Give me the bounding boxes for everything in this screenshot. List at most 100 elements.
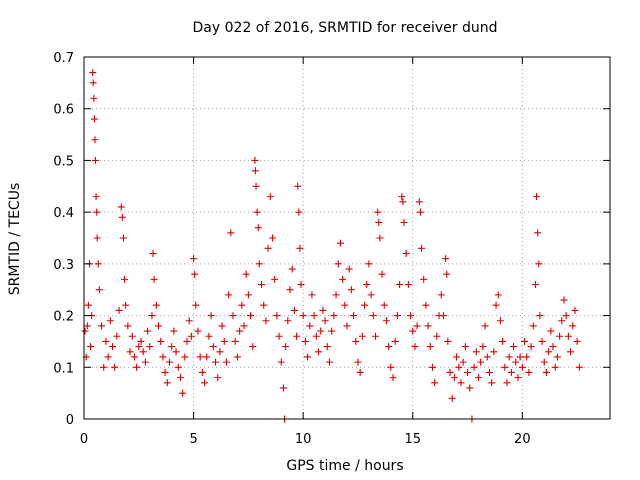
data-point [477, 358, 485, 366]
data-point [203, 353, 211, 361]
x-tick-label: 15 [404, 432, 421, 447]
data-point [464, 368, 472, 376]
data-point [361, 301, 369, 309]
data-point [512, 358, 520, 366]
data-point [416, 208, 424, 216]
data-point [470, 363, 478, 371]
data-point [310, 312, 318, 320]
data-point [229, 312, 237, 320]
data-point [531, 281, 539, 289]
data-point [83, 322, 91, 330]
data-point [345, 265, 353, 273]
data-point [231, 337, 239, 345]
data-point [165, 358, 173, 366]
data-point [385, 343, 393, 351]
data-point [255, 260, 263, 268]
data-point [409, 327, 417, 335]
data-point [352, 337, 360, 345]
chart-title: Day 022 of 2016, SRMTID for receiver dun… [193, 20, 498, 36]
data-point [523, 353, 531, 361]
data-point [104, 353, 112, 361]
grid-lines [84, 57, 610, 419]
data-point [317, 327, 325, 335]
x-tick-label: 10 [295, 432, 312, 447]
data-point [312, 332, 320, 340]
data-point [382, 317, 390, 325]
data-point [242, 270, 250, 278]
data-point [108, 343, 116, 351]
data-point [415, 198, 423, 206]
data-point [538, 337, 546, 345]
data-point [380, 301, 388, 309]
data-point [222, 358, 230, 366]
data-point [249, 343, 257, 351]
data-point [253, 208, 261, 216]
data-point [354, 358, 362, 366]
data-point [492, 301, 500, 309]
data-point [358, 332, 366, 340]
data-point [124, 322, 132, 330]
data-point [339, 275, 347, 283]
data-point [488, 379, 496, 387]
data-point [485, 368, 493, 376]
data-point [227, 229, 235, 237]
data-point [525, 368, 533, 376]
data-point [183, 337, 191, 345]
data-point [556, 332, 564, 340]
data-point [146, 343, 154, 351]
data-point [350, 312, 358, 320]
data-point [81, 327, 89, 335]
data-point [365, 260, 373, 268]
data-points [81, 69, 583, 423]
data-point [336, 239, 344, 247]
data-point [455, 363, 463, 371]
data-point [369, 312, 377, 320]
data-point [137, 337, 145, 345]
data-point [168, 343, 176, 351]
data-point [514, 374, 522, 382]
data-point [252, 182, 260, 190]
data-point [275, 332, 283, 340]
x-tick-label: 5 [189, 432, 197, 447]
data-point [323, 343, 331, 351]
data-point [301, 337, 309, 345]
data-point [106, 317, 114, 325]
data-point [413, 322, 421, 330]
data-point [400, 218, 408, 226]
data-point [149, 250, 157, 258]
data-point [575, 363, 583, 371]
data-point [94, 260, 102, 268]
data-point [117, 203, 125, 211]
data-point [194, 327, 202, 335]
data-point [330, 312, 338, 320]
data-point [150, 275, 158, 283]
plot-frame [83, 56, 611, 420]
data-point [91, 136, 99, 144]
data-point [196, 353, 204, 361]
data-point [374, 208, 382, 216]
data-point [389, 374, 397, 382]
data-point [233, 353, 241, 361]
data-point [84, 301, 92, 309]
data-point [192, 301, 200, 309]
data-point [569, 322, 577, 330]
data-point [376, 234, 384, 242]
data-point [115, 306, 123, 314]
data-point [446, 368, 454, 376]
data-point [273, 312, 281, 320]
data-point [420, 275, 428, 283]
data-point [564, 332, 572, 340]
data-point [95, 286, 103, 294]
data-point [90, 94, 98, 102]
y-tick-label: 0.6 [53, 103, 74, 118]
data-point [516, 353, 524, 361]
data-point [457, 379, 465, 387]
data-point [332, 291, 340, 299]
data-point [422, 301, 430, 309]
data-point [479, 343, 487, 351]
data-point [126, 348, 134, 356]
data-point [321, 317, 329, 325]
data-point [428, 363, 436, 371]
data-point [542, 368, 550, 376]
data-point [135, 343, 143, 351]
